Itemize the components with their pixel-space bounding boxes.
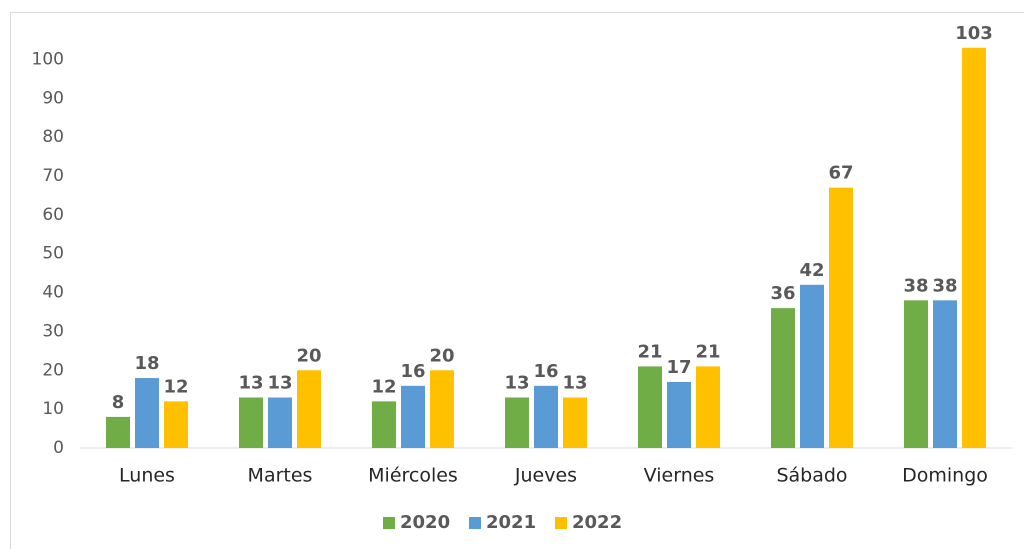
- legend-swatch: [383, 517, 395, 529]
- value-label: 38: [903, 275, 928, 296]
- x-tick-label: Martes: [248, 465, 313, 487]
- value-label: 18: [134, 353, 159, 374]
- bar: [164, 401, 188, 448]
- value-label: 20: [429, 345, 454, 366]
- bar: [563, 397, 587, 448]
- x-tick-label: Jueves: [514, 465, 577, 487]
- value-label: 8: [112, 392, 125, 413]
- legend-swatch: [555, 517, 567, 529]
- bar: [372, 401, 396, 448]
- value-label: 103: [955, 23, 993, 44]
- legend-label: 2022: [572, 512, 622, 533]
- bar: [106, 416, 130, 448]
- value-label: 67: [828, 163, 853, 184]
- value-label: 21: [637, 341, 662, 362]
- y-tick-label: 0: [53, 438, 64, 458]
- bar: [696, 366, 720, 448]
- y-tick-label: 30: [42, 321, 64, 341]
- x-tick-label: Viernes: [644, 465, 715, 487]
- value-label: 38: [932, 275, 957, 296]
- x-tick-label: Miércoles: [368, 465, 458, 487]
- value-label: 20: [296, 345, 321, 366]
- value-label: 16: [400, 361, 425, 382]
- y-tick-label: 70: [42, 166, 64, 186]
- bar: [297, 370, 321, 448]
- value-label: 17: [666, 357, 691, 378]
- value-label: 13: [238, 372, 263, 393]
- bar: [829, 187, 853, 448]
- value-label: 12: [163, 376, 188, 397]
- bar: [904, 300, 928, 448]
- value-label: 21: [695, 341, 720, 362]
- value-label: 13: [562, 372, 587, 393]
- y-tick-label: 20: [42, 360, 64, 380]
- y-tick-label: 50: [42, 244, 64, 264]
- bar: [800, 284, 824, 448]
- y-tick-label: 100: [32, 49, 64, 69]
- y-tick-label: 80: [42, 127, 64, 147]
- x-tick-label: Sábado: [776, 465, 847, 487]
- value-label: 36: [770, 283, 795, 304]
- legend-label: 2020: [400, 512, 450, 533]
- bar: [401, 385, 425, 448]
- value-label: 13: [267, 372, 292, 393]
- bar: [430, 370, 454, 448]
- value-label: 12: [371, 376, 396, 397]
- x-tick-label: Lunes: [119, 465, 175, 487]
- bar: [638, 366, 662, 448]
- y-tick-label: 40: [42, 283, 64, 303]
- bar: [962, 47, 986, 449]
- bar: [239, 397, 263, 448]
- bar: [534, 385, 558, 448]
- bar: [667, 381, 691, 448]
- y-tick-label: 10: [42, 399, 64, 419]
- legend-label: 2021: [486, 512, 536, 533]
- y-tick-label: 60: [42, 205, 64, 225]
- x-tick-label: Domingo: [902, 465, 988, 487]
- legend-swatch: [469, 517, 481, 529]
- bar: [268, 397, 292, 448]
- value-label: 16: [533, 361, 558, 382]
- bar: [135, 378, 159, 448]
- chart-border: [10, 12, 1024, 549]
- y-tick-label: 90: [42, 88, 64, 108]
- bar: [505, 397, 529, 448]
- value-label: 13: [504, 372, 529, 393]
- bar: [933, 300, 957, 448]
- value-label: 42: [799, 260, 824, 281]
- bar: [771, 308, 795, 448]
